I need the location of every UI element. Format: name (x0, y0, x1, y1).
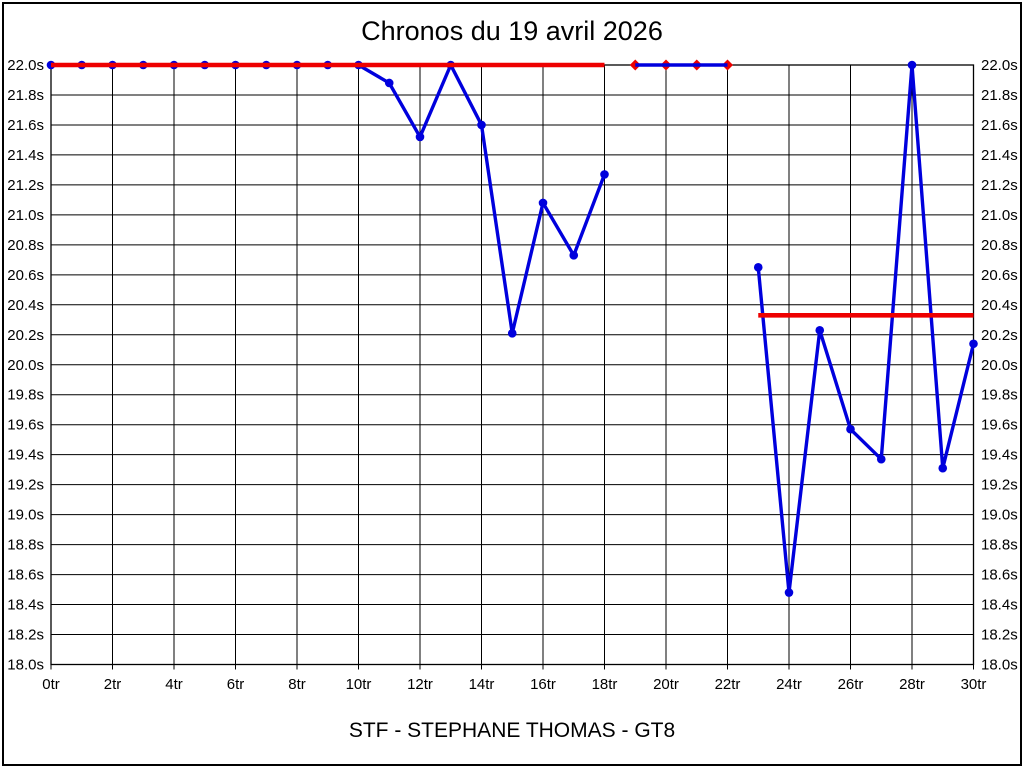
axis-tick-label: 14tr (469, 676, 495, 693)
axis-tick-label: 21.2s (7, 177, 44, 194)
data-point-marker (507, 328, 517, 338)
axis-tick-label: 24tr (776, 676, 802, 693)
axis-tick-label: 26tr (838, 676, 864, 693)
axis-tick-label: 20.8s (7, 237, 44, 254)
data-point-marker (876, 454, 886, 464)
grid-lines (50, 64, 974, 670)
data-point-marker (477, 120, 486, 130)
axis-tick-label: 20.0s (7, 357, 44, 374)
axis-tick-label: 20.0s (981, 357, 1018, 374)
data-point-marker (538, 198, 548, 208)
chart-footer: STF - STEPHANE THOMAS - GT8 (348, 719, 676, 742)
axis-tick-label: 19.8s (7, 387, 44, 404)
axis-tick-label: 19.0s (7, 507, 44, 524)
data-point-marker (384, 78, 394, 88)
data-point-marker (815, 325, 825, 335)
axis-tick-label: 21.4s (981, 147, 1018, 164)
axis-tick-label: 22tr (715, 676, 741, 693)
axis-tick-label: 21.8s (981, 87, 1018, 104)
axis-tick-label: 21.8s (7, 87, 44, 104)
axis-tick-label: 16tr (530, 676, 556, 693)
axis-tick-label: 22.0s (7, 57, 44, 74)
axis-tick-label: 30tr (961, 676, 987, 693)
axis-tick-label: 0tr (42, 676, 60, 693)
axis-tick-label: 22.0s (981, 57, 1018, 74)
axis-tick-label: 19.6s (981, 417, 1018, 434)
axis-tick-label: 18.2s (981, 627, 1018, 644)
data-point-marker (784, 588, 794, 597)
axis-tick-label: 18.0s (981, 657, 1018, 674)
axis-tick-label: 28tr (899, 676, 925, 693)
axis-tick-label: 6tr (227, 676, 245, 693)
axis-tick-label: 18.6s (981, 567, 1018, 584)
axis-tick-label: 20.6s (981, 267, 1018, 284)
y-axis-labels-left: 22.0s 21.8s 21.6s 21.4s 21.2s 21.0s 20.8s 20.6s… (7, 57, 44, 674)
axis-tick-label: 20.2s (981, 327, 1018, 344)
axis-tick-label: 18.8s (7, 537, 44, 554)
axis-tick-label: 2tr (104, 676, 122, 693)
axis-tick-label: 20.6s (7, 267, 44, 284)
data-point-marker (753, 263, 763, 272)
axis-tick-label: 12tr (407, 676, 433, 693)
axis-tick-label: 18tr (592, 676, 618, 693)
axis-tick-label: 21.6s (981, 117, 1018, 134)
axis-tick-label: 19.4s (7, 447, 44, 464)
axis-tick-label: 18.2s (7, 627, 44, 644)
axis-tick-label: 4tr (165, 676, 183, 693)
axis-tick-label: 21.6s (7, 117, 44, 134)
axis-tick-label: 18.4s (981, 597, 1018, 614)
chart-title: Chronos du 19 avril 2026 (361, 16, 663, 46)
x-axis-labels: 0tr 2tr 4tr 6tr 8tr 10tr 12tr 14tr 16tr 18tr 20tr 2… (42, 676, 986, 693)
axis-tick-label: 18.4s (7, 597, 44, 614)
axis-tick-label: 21.2s (981, 177, 1018, 194)
data-point-marker (415, 132, 425, 142)
axis-tick-label: 19.6s (7, 417, 44, 434)
axis-tick-label: 21.0s (7, 207, 44, 224)
axis-tick-label: 18.0s (7, 657, 44, 674)
axis-tick-label: 20tr (653, 676, 679, 693)
axis-tick-label: 19.2s (7, 477, 44, 494)
red-reference-over (51, 62, 974, 318)
data-point-marker (846, 424, 855, 434)
axis-tick-label: 20.4s (981, 297, 1018, 314)
data-point-marker (938, 463, 948, 473)
axis-tick-label: 19.8s (981, 387, 1018, 404)
axis-tick-label: 18.8s (981, 537, 1018, 554)
axis-tick-label: 18.6s (7, 567, 44, 584)
axis-tick-label: 19.0s (981, 507, 1018, 524)
blue-series (46, 60, 978, 597)
data-point-marker (600, 170, 609, 179)
axis-tick-label: 10tr (346, 676, 372, 693)
data-point-marker (969, 339, 978, 349)
axis-tick-label: 20.8s (981, 237, 1018, 254)
axis-tick-label: 20.4s (7, 297, 44, 314)
axis-tick-label: 8tr (288, 676, 306, 693)
data-point-marker (569, 251, 579, 260)
axis-tick-label: 21.4s (7, 147, 44, 164)
y-axis-labels-right: 22.0s 21.8s 21.6s 21.4s 21.2s 21.0s 20.8s 20.6s… (981, 57, 1018, 674)
data-point-marker (907, 60, 917, 70)
axis-tick-label: 19.4s (981, 447, 1018, 464)
axis-tick-label: 19.2s (981, 477, 1018, 494)
axis-tick-label: 20.2s (7, 327, 44, 344)
axis-tick-label: 21.0s (981, 207, 1018, 224)
